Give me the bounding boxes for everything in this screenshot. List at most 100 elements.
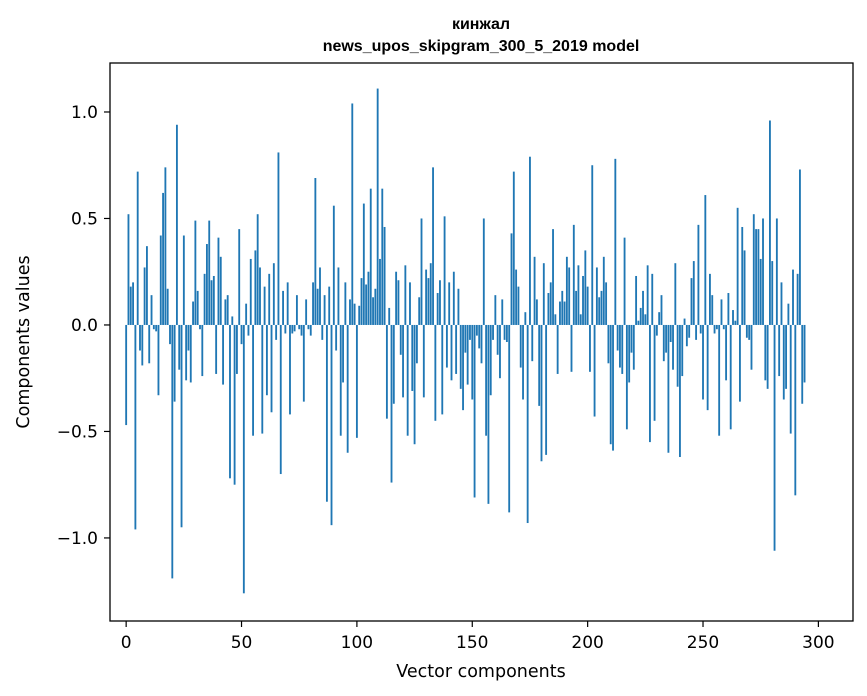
bar-214 xyxy=(619,324,621,368)
bar-48 xyxy=(235,324,238,374)
bar-26 xyxy=(185,324,188,381)
bar-156 xyxy=(485,324,488,436)
bar-217 xyxy=(625,324,628,430)
bar-194 xyxy=(572,224,575,325)
bar-284 xyxy=(780,282,783,325)
bar-280 xyxy=(771,261,774,325)
x-tick-label: 150 xyxy=(456,633,488,653)
bar-234 xyxy=(665,324,668,353)
bar-136 xyxy=(439,280,441,325)
bar-6 xyxy=(139,324,141,351)
x-tick-label: 200 xyxy=(571,633,603,653)
bar-89 xyxy=(330,324,333,526)
bar-87 xyxy=(325,324,328,502)
bar-180 xyxy=(540,324,543,462)
bar-96 xyxy=(346,324,349,453)
bar-251 xyxy=(704,195,707,325)
bar-124 xyxy=(411,324,414,391)
bar-36 xyxy=(208,220,211,325)
bar-267 xyxy=(741,226,744,325)
bar-33 xyxy=(201,324,204,377)
bar-216 xyxy=(623,237,626,325)
bar-79 xyxy=(307,324,310,330)
bar-58 xyxy=(259,267,261,325)
bar-146 xyxy=(462,324,464,411)
bar-198 xyxy=(582,275,584,325)
bar-151 xyxy=(473,324,476,498)
bar-208 xyxy=(605,282,608,325)
bar-287 xyxy=(787,303,790,325)
bar-131 xyxy=(427,278,430,325)
bar-54 xyxy=(249,258,252,325)
bar-41 xyxy=(219,256,222,325)
bar-73 xyxy=(293,324,296,332)
bar-47 xyxy=(233,324,236,485)
bar-206 xyxy=(600,290,603,325)
bar-109 xyxy=(376,88,379,325)
y-axis-ticks: −1.0 −0.5 0.0 0.5 1.0 xyxy=(57,103,110,549)
bar-181 xyxy=(542,263,545,325)
bar-279 xyxy=(769,120,771,325)
bar-209 xyxy=(607,324,610,364)
bar-38 xyxy=(212,275,215,325)
bar-203 xyxy=(593,324,596,417)
bar-229 xyxy=(653,324,656,421)
bar-189 xyxy=(561,290,564,325)
bar-121 xyxy=(404,265,407,325)
bar-223 xyxy=(639,307,642,325)
y-tick-label: −0.5 xyxy=(57,422,98,442)
bar-157 xyxy=(487,324,490,504)
bar-64 xyxy=(272,263,275,325)
bar-51 xyxy=(242,324,245,594)
bar-237 xyxy=(672,324,674,370)
bar-155 xyxy=(482,218,485,325)
bar-105 xyxy=(367,271,370,325)
bar-252 xyxy=(706,324,709,411)
bar-244 xyxy=(688,324,691,338)
bar-190 xyxy=(563,301,566,325)
bar-271 xyxy=(750,324,753,370)
bar-42 xyxy=(222,324,224,385)
bar-55 xyxy=(252,324,254,436)
bar-283 xyxy=(778,324,781,377)
bar-107 xyxy=(372,297,374,325)
bar-160 xyxy=(494,295,497,325)
bar-16 xyxy=(162,192,164,325)
bar-40 xyxy=(217,237,220,325)
bar-264 xyxy=(734,320,737,325)
bar-62 xyxy=(268,273,271,325)
bar-273 xyxy=(755,229,758,325)
bar-83 xyxy=(316,288,319,325)
bar-56 xyxy=(254,250,257,325)
bar-163 xyxy=(501,299,504,325)
bar-9 xyxy=(146,246,148,325)
bar-22 xyxy=(175,124,178,325)
bar-174 xyxy=(526,324,529,524)
bar-227 xyxy=(649,324,651,443)
bar-78 xyxy=(305,299,308,325)
bar-255 xyxy=(713,324,716,334)
bar-240 xyxy=(679,324,681,458)
bar-50 xyxy=(240,324,243,345)
bar-236 xyxy=(669,324,672,342)
y-tick-label: 1.0 xyxy=(71,103,98,123)
bar-88 xyxy=(328,286,331,325)
bar-191 xyxy=(565,256,568,325)
bar-164 xyxy=(503,324,506,340)
bar-204 xyxy=(595,267,598,325)
bar-122 xyxy=(406,324,409,436)
bar-272 xyxy=(752,214,755,325)
bar-294 xyxy=(803,324,806,383)
bar-119 xyxy=(399,324,402,355)
bar-115 xyxy=(390,324,393,483)
bar-256 xyxy=(715,324,718,330)
bar-261 xyxy=(727,293,730,325)
bar-2 xyxy=(129,286,132,325)
bar-127 xyxy=(418,297,421,325)
bar-90 xyxy=(332,205,335,325)
bar-70 xyxy=(286,282,289,325)
bar-28 xyxy=(189,324,192,383)
bar-57 xyxy=(256,214,259,325)
bar-182 xyxy=(545,324,548,455)
bar-72 xyxy=(291,324,294,334)
